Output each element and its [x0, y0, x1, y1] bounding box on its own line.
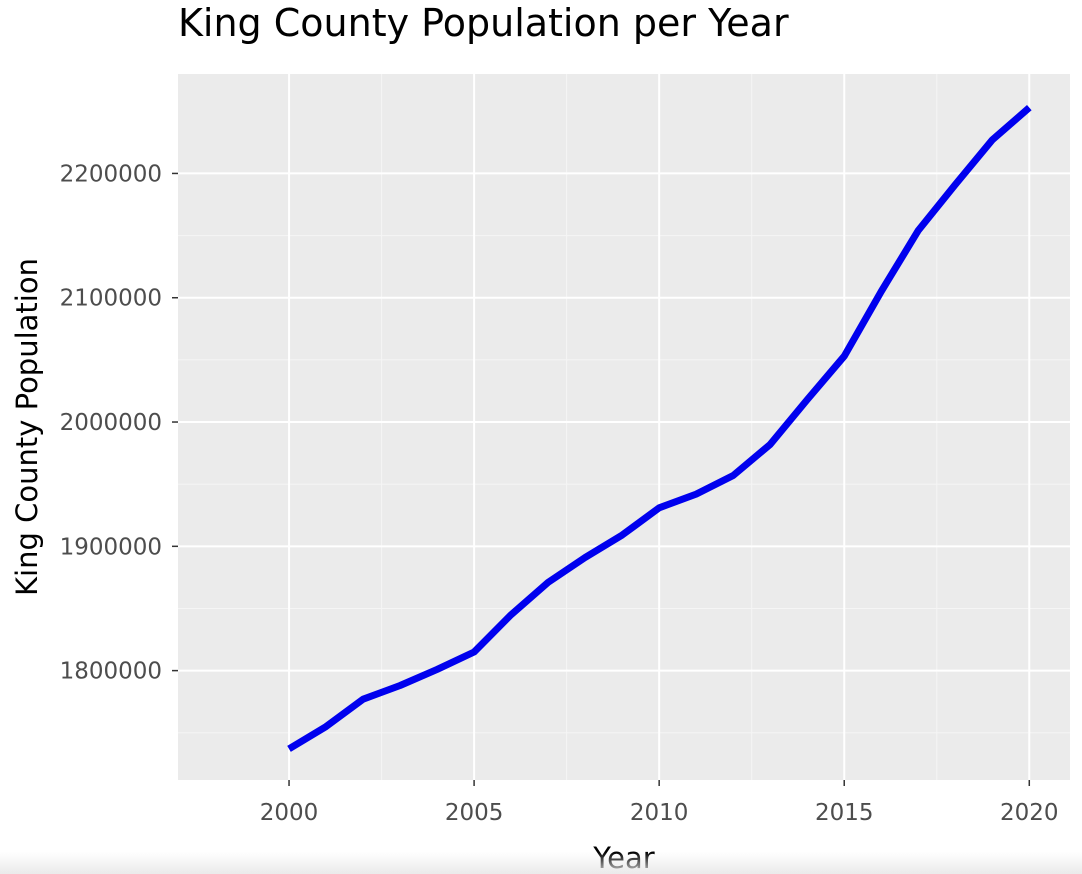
y-axis-ticks: 1800000 1900000 2000000 2100000 2200000 [60, 161, 178, 685]
x-tick-label: 2005 [445, 800, 504, 826]
y-tick-label: 1800000 [60, 659, 162, 685]
y-tick-label: 2000000 [60, 410, 162, 436]
minor-gridlines [178, 74, 1070, 780]
y-tick-label: 2100000 [60, 286, 162, 312]
y-axis-title: King County Population [10, 258, 44, 596]
x-axis-ticks: 2000 2005 2010 2015 2020 [260, 780, 1059, 826]
major-gridlines [178, 74, 1070, 780]
x-tick-label: 2015 [815, 800, 874, 826]
x-tick-label: 2020 [1000, 800, 1059, 826]
series-layer [287, 104, 1032, 752]
plot-panel [178, 74, 1070, 780]
y-tick-label: 1900000 [60, 534, 162, 560]
population-line [287, 104, 1032, 752]
y-tick-label: 2200000 [60, 161, 162, 187]
bottom-fade [0, 852, 1082, 874]
x-tick-label: 2000 [260, 800, 319, 826]
x-tick-label: 2010 [630, 800, 689, 826]
chart-title: King County Population per Year [178, 1, 789, 45]
